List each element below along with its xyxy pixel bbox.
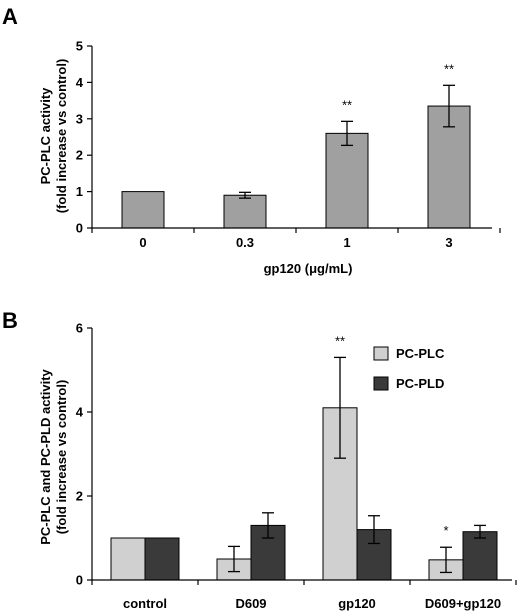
panel-b-legend: PC-PLC PC-PLD [373,346,445,391]
panel-b-x-tick-label-d609-gp120: D609+gp120 [425,596,501,611]
panel-a-y-axis-label-line2: (fold increase vs control) [54,59,69,214]
panel-b-y-axis-label-line1: PC-PLC and PC-PLD activity [38,368,53,544]
panel-a-significance-1: ** [342,97,352,112]
panel-a-y-tick-label: 4 [76,75,84,90]
panel-b-x-tick-label-gp120: gp120 [338,596,376,611]
panel-a-bar-0-3 [223,194,267,229]
panel-b-y-tick-label: 6 [76,321,83,336]
panel-b-x-ticks: control D609 gp120 D609+gp120 [91,580,517,611]
panel-letter-a: A [2,4,18,29]
panel-a-x-tick-label-0-3: 0.3 [236,235,254,250]
legend-swatch-pc-pld [373,376,389,391]
panel-a-error-bars [239,84,455,199]
panel-a: A 0 1 2 3 4 5 0 0.3 1 3 ** ** PC-PLC activity (fo… [2,4,501,276]
panel-b-x-tick-label-control: control [123,596,167,611]
panel-b-x-tick-label-d609: D609 [235,596,266,611]
panel-a-y-tick-label: 2 [76,148,83,163]
panel-a-significance-3: ** [444,61,454,76]
panel-a-x-axis-label: gp120 (μg/mL) [264,261,353,276]
panel-a-bar-1 [325,132,369,229]
panel-b-bar-d609-gp120-pc-pld [462,531,498,581]
panel-a-y-tick-label: 3 [76,111,83,126]
panel-a-y-axis-label-line1: PC-PLC activity [38,87,53,185]
panel-b-y-tick-label: 2 [76,489,83,504]
legend-label-pc-pld: PC-PLD [396,376,444,391]
panel-b-significance-d609-gp120: * [443,523,448,538]
panel-a-x-tick-label-3: 3 [445,235,452,250]
panel-a-significance: ** ** [342,61,454,112]
panel-a-y-ticks: 0 1 2 3 4 5 [76,39,92,236]
panel-b-bar-control-pc-plc [110,537,146,581]
panel-a-y-tick-label: 0 [76,221,83,236]
panel-letter-b: B [2,308,18,333]
panel-a-x-tick-label-1: 1 [343,235,350,250]
panel-a-bars [121,105,471,229]
panel-b-bar-control-pc-pld [144,537,180,581]
panel-b-error-bars [228,356,486,574]
panel-a-y-tick-label: 5 [76,39,83,54]
panel-b-bars [110,407,498,581]
legend-label-pc-plc: PC-PLC [396,346,445,361]
panel-a-x-tick-label-0: 0 [139,235,146,250]
panel-a-y-tick-label: 1 [76,184,83,199]
panel-b-y-axis-label-line2: (fold increase vs control) [54,380,69,535]
panel-b-y-ticks: 0 2 4 6 [76,321,92,588]
panel-b-significance: *** [335,333,449,538]
panel-b-y-tick-label: 0 [76,573,83,588]
panel-b-significance-gp120: ** [335,333,345,348]
panel-a-x-ticks: 0 0.3 1 3 [91,228,501,250]
panel-b-y-tick-label: 4 [76,405,84,420]
legend-swatch-pc-plc [373,346,389,361]
panel-a-bar-0 [121,191,165,229]
